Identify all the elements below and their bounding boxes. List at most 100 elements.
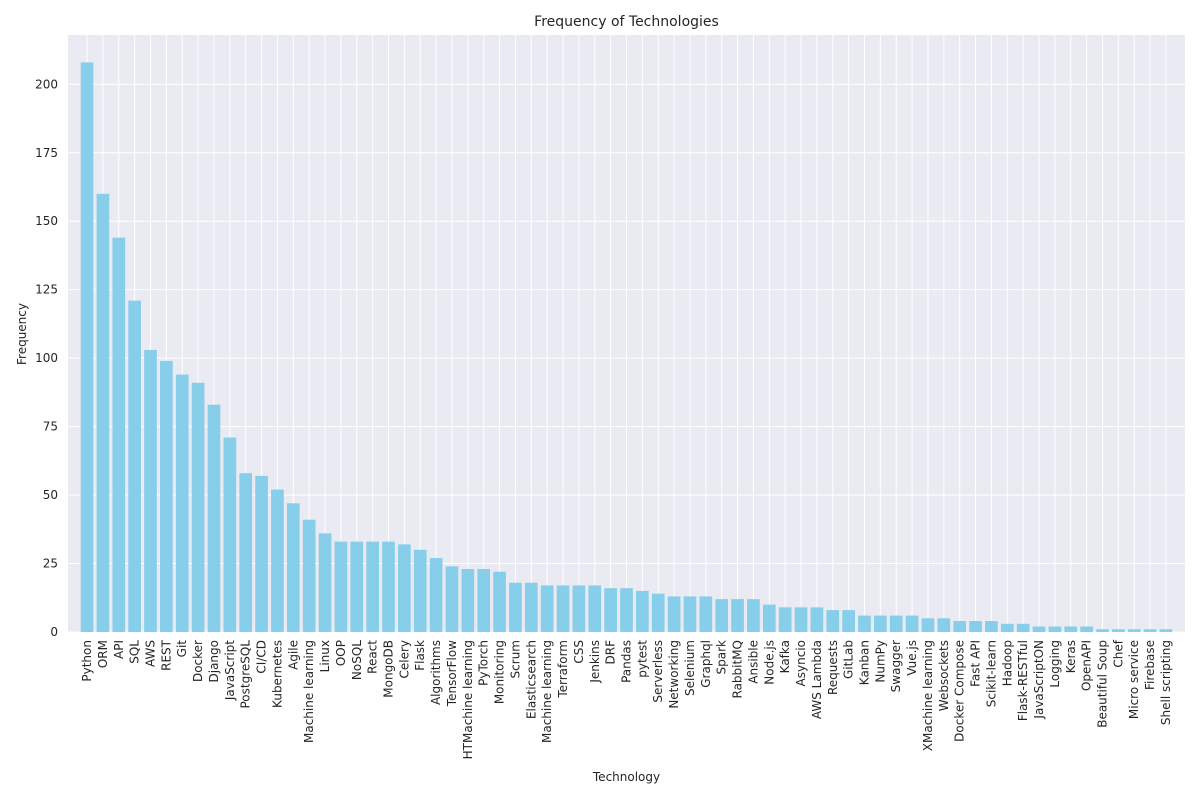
bar [413, 549, 427, 632]
x-tick-label: Shell scripting [1159, 640, 1173, 725]
bar [175, 374, 189, 632]
y-tick-label: 0 [50, 625, 58, 639]
x-tick-label: Fast API [969, 640, 983, 687]
x-tick-label: Node.js [762, 640, 776, 685]
bar [223, 437, 237, 632]
y-tick-label: 200 [35, 77, 58, 91]
bar [699, 596, 713, 632]
x-tick-label: Pandas [620, 640, 634, 683]
x-tick-label: Kafka [778, 640, 792, 673]
bar [191, 382, 205, 632]
bar [239, 473, 253, 632]
bar [144, 349, 157, 632]
x-tick-label: JavaScript [223, 640, 237, 701]
x-tick-label: Firebase [1143, 640, 1157, 690]
bar [128, 300, 141, 632]
x-tick-label: SQL [128, 640, 142, 664]
bar [112, 237, 126, 632]
bar [1032, 626, 1046, 632]
bar [588, 585, 602, 632]
bar [762, 604, 776, 632]
x-axis-label: Technology [592, 770, 660, 784]
x-tick-label: Machine learning [540, 640, 554, 743]
x-tick-label: Ansible [746, 640, 760, 684]
bar [731, 599, 744, 632]
x-tick-label: OpenAPI [1080, 640, 1094, 691]
bar [271, 489, 284, 632]
bar [604, 588, 617, 632]
bar [1096, 629, 1109, 632]
x-tick-label: TensorFlow [445, 640, 459, 707]
x-tick-label: JavaScriptON [1032, 640, 1046, 720]
bar [556, 585, 570, 632]
x-tick-label: Scrum [508, 640, 522, 678]
bar [905, 615, 919, 632]
bar [509, 582, 522, 632]
x-tick-label: Docker [191, 640, 205, 682]
x-tick-label: Monitoring [493, 640, 507, 704]
x-tick-label: Kanban [858, 640, 872, 685]
x-tick-label: Flask-RESTful [1016, 640, 1030, 721]
bar [1143, 629, 1157, 632]
bar [1048, 626, 1062, 632]
x-tick-label: Git [175, 640, 189, 658]
bar [1016, 623, 1030, 632]
x-tick-label: Networking [667, 640, 681, 709]
bar [398, 544, 411, 632]
x-tick-label: Algorithms [429, 640, 443, 705]
bar [778, 607, 792, 632]
bar [334, 541, 348, 632]
x-tick-label: PostgreSQL [239, 640, 253, 709]
x-tick-label: Python [80, 640, 94, 682]
bar [985, 621, 998, 632]
y-tick-label: 150 [35, 214, 58, 228]
bar [858, 615, 871, 632]
x-tick-label: Elasticsearch [524, 640, 538, 719]
bar [921, 618, 935, 632]
x-tick-label: AWS Lambda [810, 640, 824, 719]
bar [524, 582, 538, 632]
x-tick-label: Serverless [651, 640, 665, 703]
bar [207, 404, 221, 632]
bar [953, 621, 967, 632]
x-tick-label: Terraform [556, 640, 570, 699]
x-tick-label: GitLab [842, 640, 856, 679]
bar [382, 541, 395, 632]
y-tick-label: 125 [35, 283, 58, 297]
bar [1112, 629, 1125, 632]
x-tick-label: Micro service [1127, 640, 1141, 719]
bar [636, 590, 649, 632]
x-tick-label: HTMachine learning [461, 640, 475, 759]
bar [255, 475, 268, 632]
bar [651, 593, 665, 632]
x-tick-label: NumPy [873, 640, 887, 683]
x-tick-layer: Python ORM API SQL AWS REST Git Docker Django Jav… [80, 639, 1173, 759]
x-tick-label: Beautiful Soup [1095, 640, 1109, 728]
bar [1064, 626, 1078, 632]
x-tick-label: ORM [96, 640, 110, 668]
x-tick-label: Logging [1048, 640, 1062, 688]
y-tick-label: 50 [43, 488, 58, 502]
bar [350, 541, 364, 632]
bar [318, 533, 332, 632]
bar [1127, 629, 1141, 632]
bar [96, 193, 110, 632]
bar [572, 585, 586, 632]
bar [747, 599, 760, 632]
x-tick-label: Scikit-learn [984, 640, 998, 707]
x-tick-label: Websockets [937, 640, 951, 711]
x-tick-label: NoSQL [350, 640, 364, 680]
x-tick-label: Jenkins [588, 640, 602, 684]
bar [794, 607, 808, 632]
x-tick-label: Celery [397, 640, 411, 679]
x-tick-label: CI/CD [255, 640, 269, 674]
bar [493, 571, 506, 632]
x-tick-label: RabbitMQ [731, 640, 745, 699]
x-tick-label: AWS [144, 640, 158, 667]
x-tick-label: API [112, 640, 126, 659]
x-tick-label: Agile [286, 640, 300, 670]
bar [810, 607, 824, 632]
x-tick-label: Django [207, 640, 221, 683]
y-tick-label: 75 [43, 420, 58, 434]
bar [302, 519, 316, 632]
